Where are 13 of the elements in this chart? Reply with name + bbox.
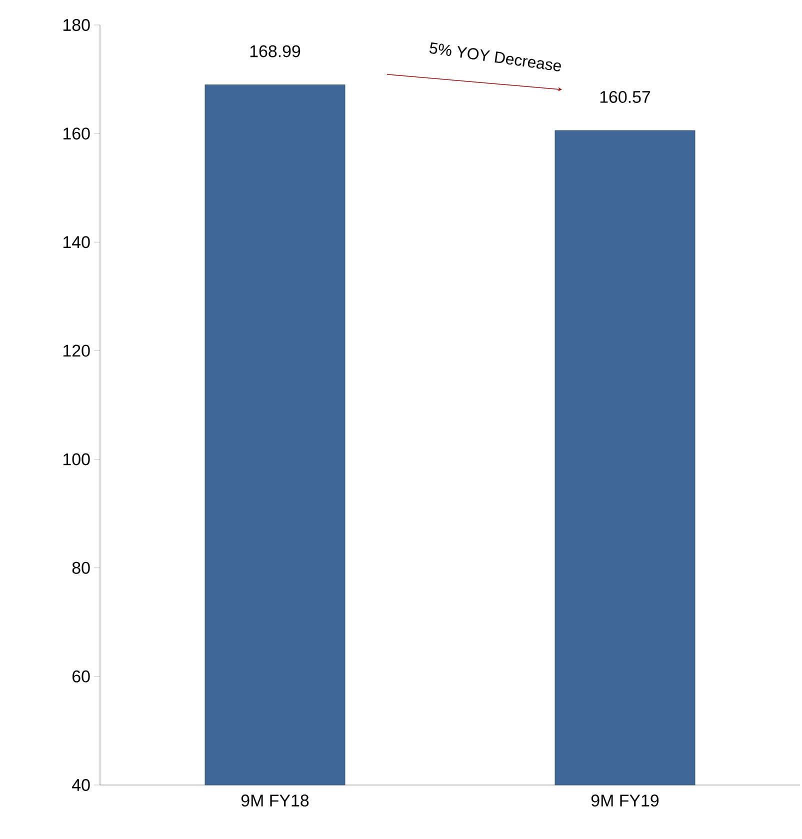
y-tick-label: 160 (64, 128, 90, 140)
annotation: 5% YOY Decrease (429, 42, 561, 72)
y-tick-label: 80 (72, 562, 90, 574)
y-tick-label: 140 (64, 236, 90, 248)
y-tick-label: 100 (64, 453, 90, 466)
x-tick-label: 9M FY18 (241, 794, 309, 807)
y-tick-label: 40 (72, 779, 90, 791)
y-tick-label: 120 (64, 344, 90, 357)
data-label: 160.57 (600, 90, 650, 103)
x-tick-label: 9M FY19 (591, 794, 659, 807)
y-tick-label: 180 (64, 18, 90, 31)
y-tick-label: 60 (72, 670, 90, 682)
data-label: 168.99 (250, 45, 300, 58)
